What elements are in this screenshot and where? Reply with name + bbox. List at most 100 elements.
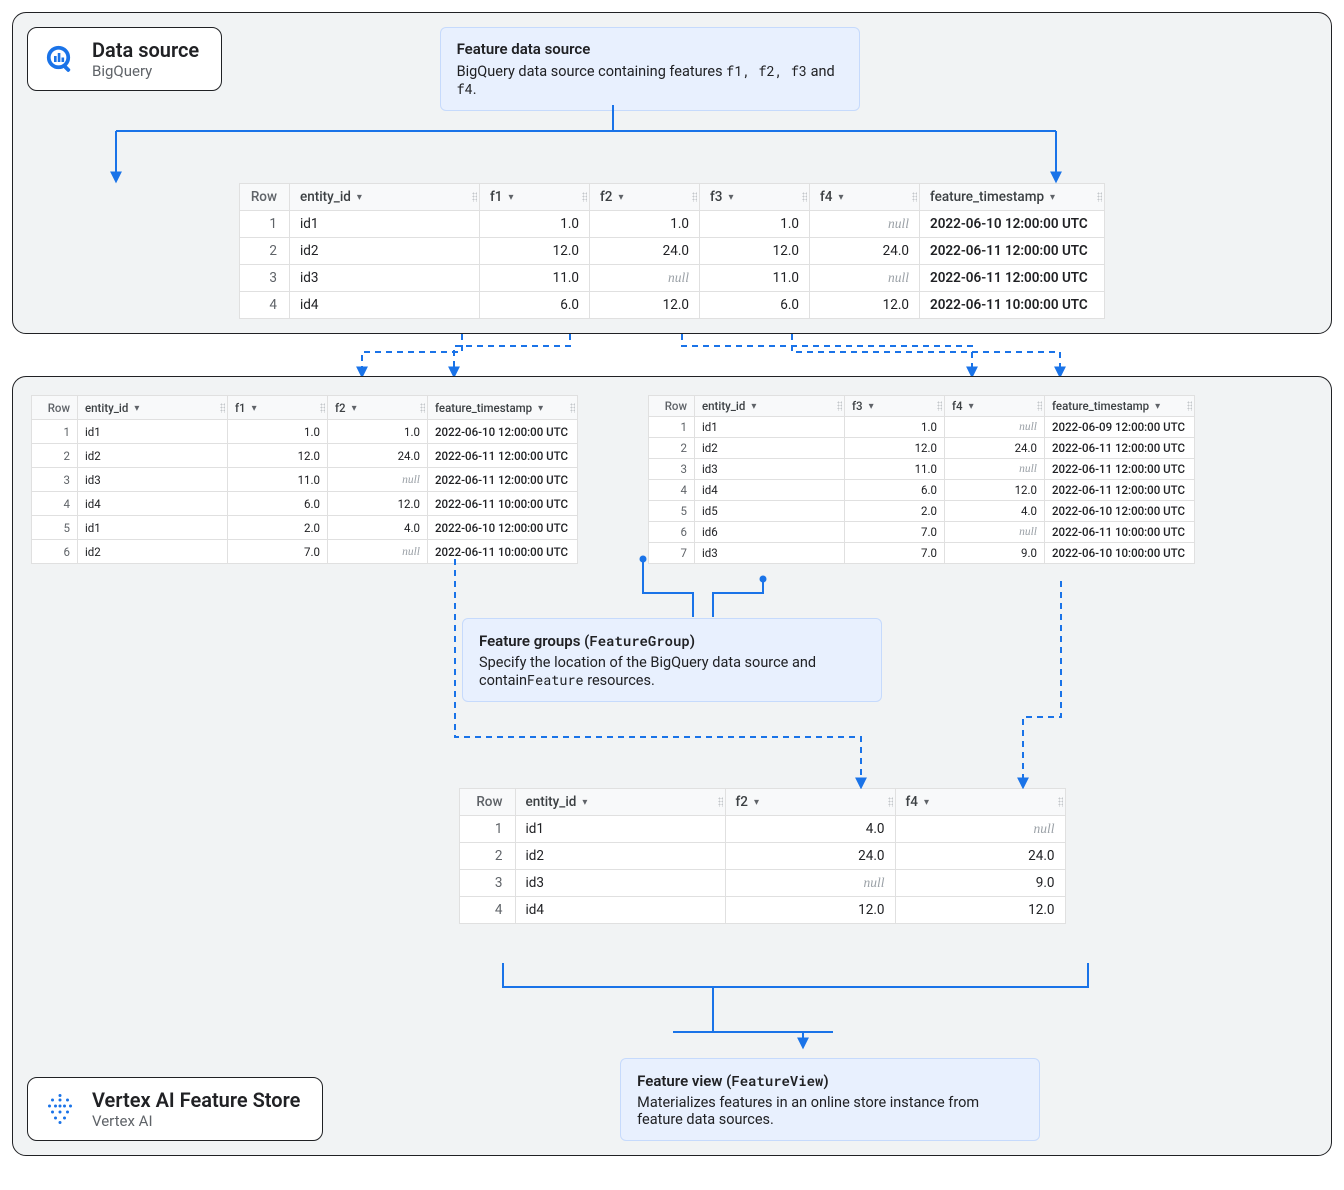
table-cell: 1.0 <box>700 211 810 238</box>
table-cell: 2022-06-11 12:00:00 UTC <box>428 468 578 492</box>
table-row: 3id311.0null2022-06-11 12:00:00 UTC <box>649 459 1195 480</box>
column-header[interactable]: Row <box>459 789 515 816</box>
table-cell: id1 <box>290 211 480 238</box>
column-header[interactable]: feature_timestamp <box>1045 396 1195 417</box>
column-header[interactable]: entity_id <box>695 396 845 417</box>
table-cell: 6.0 <box>700 292 810 319</box>
table-row: 2id212.024.02022-06-11 12:00:00 UTC <box>649 438 1195 459</box>
column-header[interactable]: feature_timestamp <box>428 396 578 420</box>
table-cell: id4 <box>78 492 228 516</box>
table-row: 3id3null9.0 <box>459 870 1065 897</box>
table-cell: 1.0 <box>590 211 700 238</box>
table-cell: 2022-06-10 12:00:00 UTC <box>428 516 578 540</box>
table-cell: id2 <box>290 238 480 265</box>
table-cell: 2022-06-11 10:00:00 UTC <box>428 540 578 564</box>
table-row: 1id11.01.01.0null2022-06-10 12:00:00 UTC <box>240 211 1105 238</box>
table-cell: 24.0 <box>590 238 700 265</box>
table-cell: 2022-06-11 10:00:00 UTC <box>920 292 1105 319</box>
table-cell: null <box>945 522 1045 543</box>
table-row: 2id212.024.012.024.02022-06-11 12:00:00 … <box>240 238 1105 265</box>
column-header[interactable]: f2 <box>328 396 428 420</box>
table-cell: 4 <box>32 492 78 516</box>
table-cell: 24.0 <box>945 438 1045 459</box>
table-cell: null <box>328 540 428 564</box>
column-header[interactable]: f2 <box>725 789 895 816</box>
table-cell: 4.0 <box>328 516 428 540</box>
table-cell: 9.0 <box>945 543 1045 564</box>
table-cell: 7.0 <box>845 522 945 543</box>
table-cell: 2022-06-10 10:00:00 UTC <box>1045 543 1195 564</box>
column-header[interactable]: entity_id <box>290 184 480 211</box>
table-cell: 4.0 <box>725 816 895 843</box>
table-cell: 11.0 <box>228 468 328 492</box>
badge-title: Data source <box>92 38 199 62</box>
table-cell: null <box>810 211 920 238</box>
column-header[interactable]: f4 <box>810 184 920 211</box>
column-header[interactable]: f1 <box>228 396 328 420</box>
table-cell: 2022-06-11 12:00:00 UTC <box>1045 480 1195 501</box>
callout-body: Specify the location of the BigQuery dat… <box>479 654 865 689</box>
table-cell: 1 <box>649 417 695 438</box>
column-header[interactable]: f2 <box>590 184 700 211</box>
column-header[interactable]: feature_timestamp <box>920 184 1105 211</box>
table-cell: 4 <box>459 897 515 924</box>
table-cell: 2022-06-11 12:00:00 UTC <box>1045 438 1195 459</box>
between-connectors <box>12 334 1332 376</box>
column-header[interactable]: Row <box>32 396 78 420</box>
table-cell: 2022-06-09 12:00:00 UTC <box>1045 417 1195 438</box>
table-cell: 12.0 <box>700 238 810 265</box>
table-row: 4id46.012.02022-06-11 10:00:00 UTC <box>32 492 578 516</box>
callout-title: Feature view (FeatureView) <box>637 1071 1023 1090</box>
table-cell: 2 <box>459 843 515 870</box>
table-cell: 12.0 <box>945 480 1045 501</box>
column-header[interactable]: f1 <box>480 184 590 211</box>
table-row: 2id212.024.02022-06-11 12:00:00 UTC <box>32 444 578 468</box>
table-cell: 2022-06-11 10:00:00 UTC <box>428 492 578 516</box>
callout-title: Feature groups (FeatureGroup) <box>479 631 865 650</box>
column-header[interactable]: f4 <box>945 396 1045 417</box>
table-cell: id6 <box>695 522 845 543</box>
table-cell: 6.0 <box>228 492 328 516</box>
callout-body: Materializes features in an online store… <box>637 1094 1023 1128</box>
table-row: 4id412.012.0 <box>459 897 1065 924</box>
bigquery-icon <box>42 41 78 77</box>
table-cell: id4 <box>290 292 480 319</box>
table-cell: null <box>590 265 700 292</box>
badge-subtitle: BigQuery <box>92 62 199 80</box>
column-header[interactable]: f3 <box>700 184 810 211</box>
column-header[interactable]: Row <box>240 184 290 211</box>
feature-store-section: Rowentity_idf1f2feature_timestamp1id11.0… <box>12 376 1332 1156</box>
table-cell: 6 <box>649 522 695 543</box>
table-cell: 4 <box>649 480 695 501</box>
table-cell: 9.0 <box>895 870 1065 897</box>
data-source-badge: Data source BigQuery <box>27 27 222 91</box>
table-cell: 11.0 <box>845 459 945 480</box>
feature-group-a-table: Rowentity_idf1f2feature_timestamp1id11.0… <box>31 395 578 564</box>
table-cell: 12.0 <box>845 438 945 459</box>
table-cell: null <box>945 417 1045 438</box>
table-cell: 12.0 <box>895 897 1065 924</box>
table-cell: 2022-06-10 12:00:00 UTC <box>1045 501 1195 522</box>
table-cell: 1.0 <box>228 420 328 444</box>
table-cell: id3 <box>515 870 725 897</box>
table-cell: 2 <box>649 438 695 459</box>
feature-store-badge: Vertex AI Feature Store Vertex AI <box>27 1077 323 1141</box>
table-row: 2id224.024.0 <box>459 843 1065 870</box>
feature-data-source-callout: Feature data source BigQuery data source… <box>440 27 860 111</box>
table-cell: 24.0 <box>810 238 920 265</box>
table-cell: 12.0 <box>725 897 895 924</box>
table-cell: 3 <box>32 468 78 492</box>
feature-view-callout: Feature view (FeatureView) Materializes … <box>620 1058 1040 1141</box>
vertex-ai-icon <box>42 1091 78 1127</box>
column-header[interactable]: f3 <box>845 396 945 417</box>
table-row: 5id12.04.02022-06-10 12:00:00 UTC <box>32 516 578 540</box>
table-cell: 4.0 <box>945 501 1045 522</box>
column-header[interactable]: f4 <box>895 789 1065 816</box>
table-cell: null <box>945 459 1045 480</box>
table-cell: id4 <box>695 480 845 501</box>
column-header[interactable]: entity_id <box>515 789 725 816</box>
column-header[interactable]: entity_id <box>78 396 228 420</box>
column-header[interactable]: Row <box>649 396 695 417</box>
table-cell: 12.0 <box>810 292 920 319</box>
table-cell: id1 <box>78 516 228 540</box>
